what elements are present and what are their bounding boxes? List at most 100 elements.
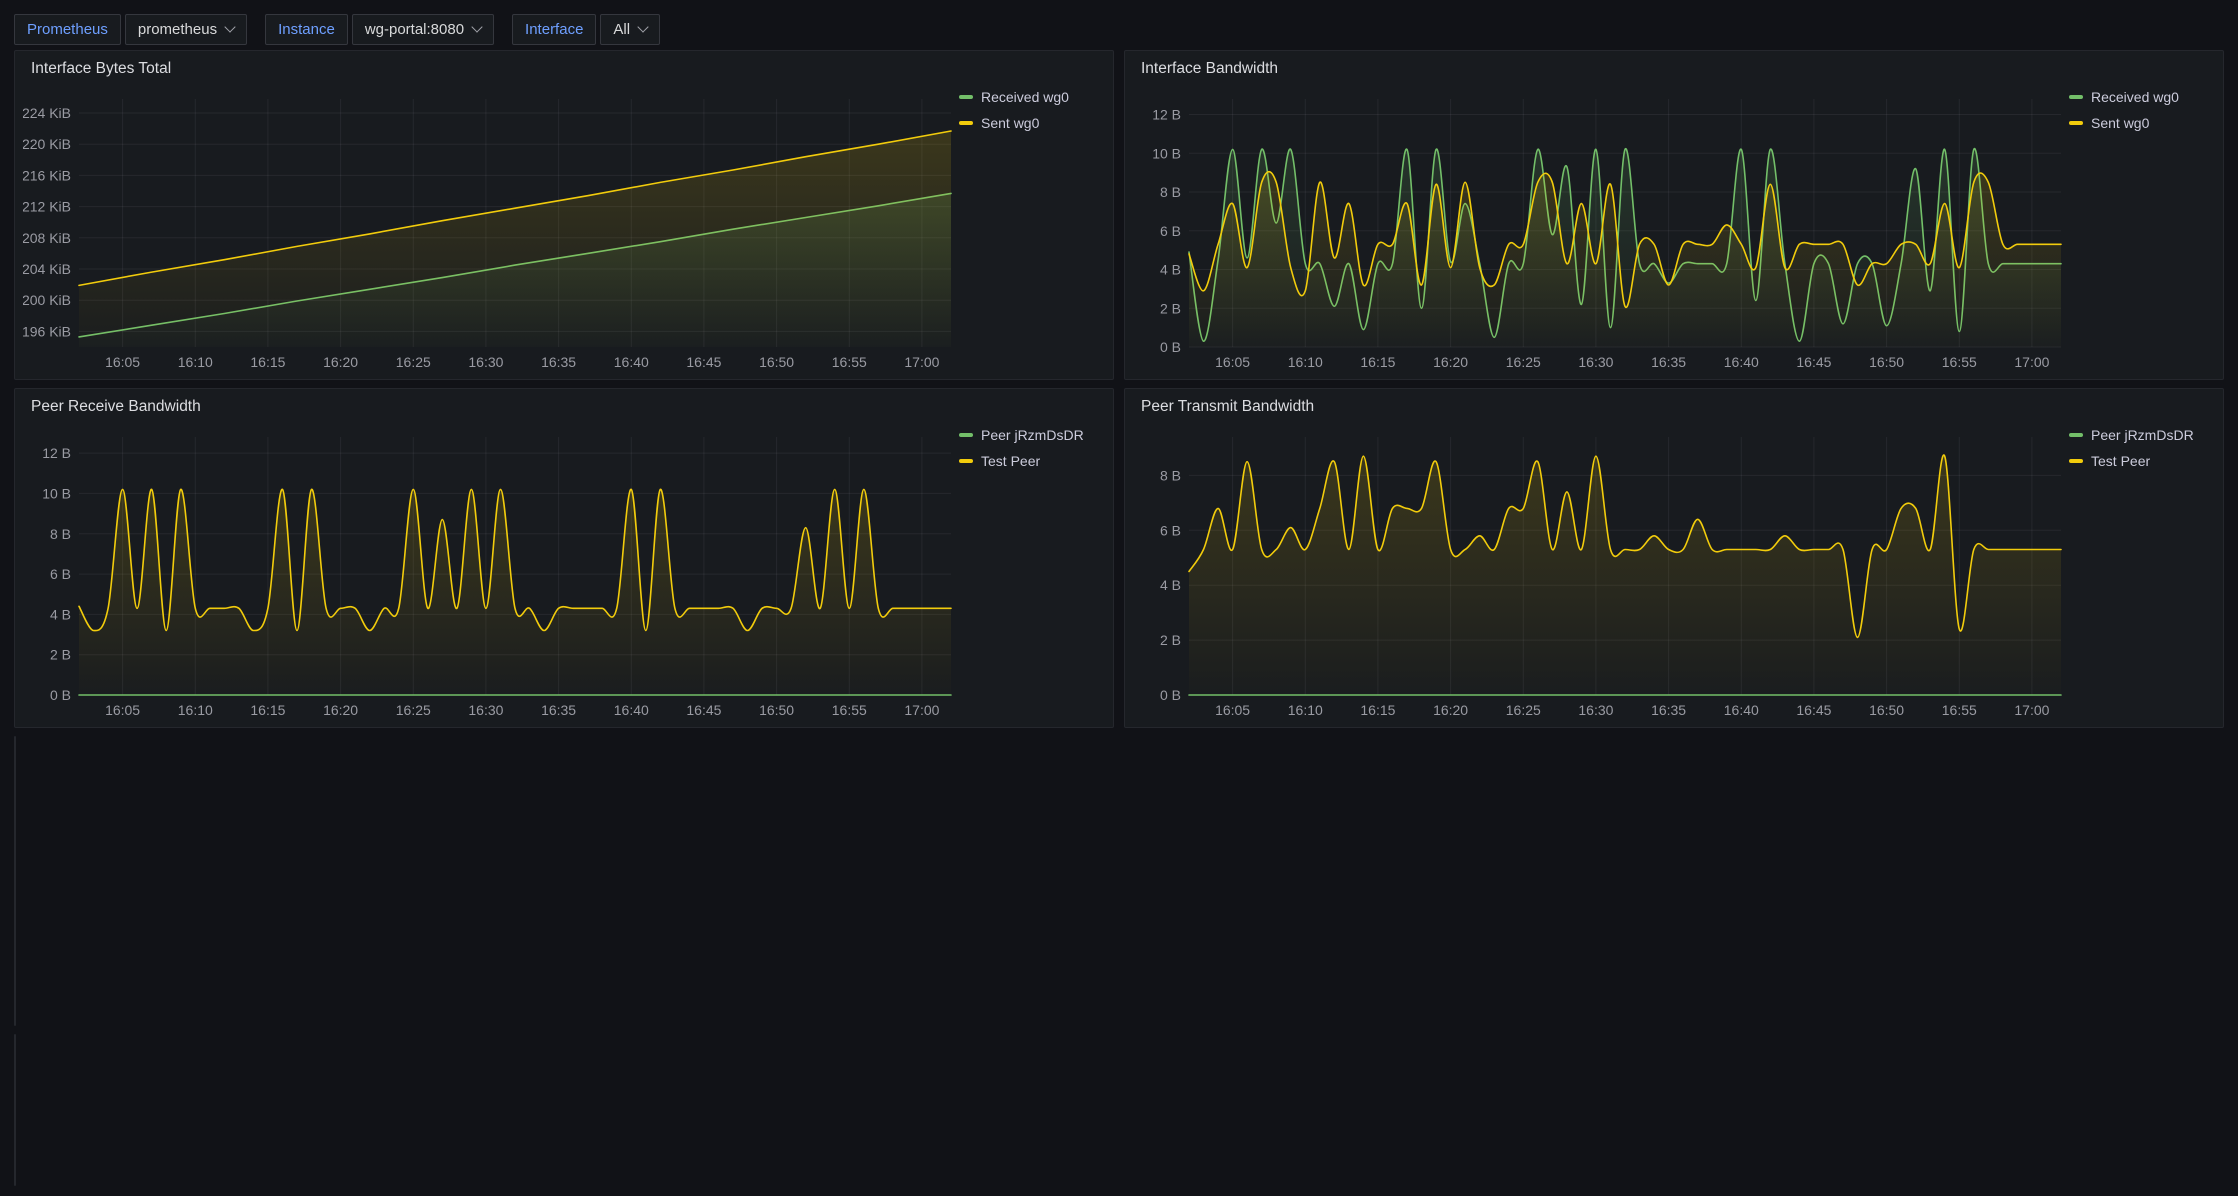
legend-series-swatch [2069,121,2083,125]
chart-canvas: 0 B 2 B 4 B 6 B 8 B 10 B 12 B 16:05 16:10 16:15 16… [42,437,952,718]
svg-text:212 KiB: 212 KiB [23,199,71,215]
legend-item-sent-wg0[interactable]: Sent wg0 [2069,115,2211,131]
dashboard-row-1: Interface Bytes Total Received wg0 Sent w… [14,50,2224,380]
svg-text:16:55: 16:55 [1942,702,1977,718]
svg-text:4 B: 4 B [50,606,71,622]
panel-interface-bandwidth: Interface Bandwidth Received wg0 Sent wg0… [1124,50,2224,380]
legend: Received wg0 Sent wg0 [2069,89,2211,131]
svg-text:16:30: 16:30 [468,702,503,718]
svg-text:16:55: 16:55 [1942,354,1977,370]
variable-instance: Instance wg-portal:8080 [265,13,495,45]
panel-interface-bytes-total: Interface Bytes Total Received wg0 Sent w… [14,50,1114,380]
svg-text:0 B: 0 B [1160,339,1181,355]
svg-text:16:50: 16:50 [1869,702,1904,718]
svg-text:16:25: 16:25 [396,702,431,718]
svg-text:16:45: 16:45 [1796,702,1831,718]
svg-text:16:05: 16:05 [105,702,140,718]
svg-text:216 KiB: 216 KiB [23,167,71,183]
svg-text:2 B: 2 B [1160,632,1181,648]
svg-text:16:10: 16:10 [1288,702,1323,718]
dashboard-row-3: Peer Connection History Test PeerPeer jR… [14,736,2224,1026]
svg-text:16:45: 16:45 [1796,354,1831,370]
svg-text:200 KiB: 200 KiB [23,292,71,308]
panel-title[interactable]: Peer Transmit Bandwidth [1141,398,1315,415]
svg-text:17:00: 17:00 [904,354,939,370]
svg-text:16:50: 16:50 [759,354,794,370]
svg-text:196 KiB: 196 KiB [23,323,71,339]
panel-peer-info: Peer Info InterfaceNameIP AddressesPubli… [14,1034,16,1186]
legend-series-swatch [959,459,973,463]
svg-text:16:05: 16:05 [1215,702,1250,718]
svg-text:16:35: 16:35 [1651,354,1686,370]
variable-value-dropdown[interactable]: prometheus [124,13,248,45]
svg-text:16:55: 16:55 [832,702,867,718]
svg-text:16:15: 16:15 [250,354,285,370]
svg-text:16:20: 16:20 [1433,702,1468,718]
legend-series-label: Sent wg0 [981,115,1040,131]
variable-value-dropdown[interactable]: wg-portal:8080 [351,13,495,45]
svg-text:204 KiB: 204 KiB [23,261,71,277]
legend-item-sent-wg0[interactable]: Sent wg0 [959,115,1101,131]
legend-series-label: Received wg0 [981,89,1069,105]
svg-text:16:55: 16:55 [832,354,867,370]
variable-value-text: wg-portal:8080 [364,20,465,38]
legend-item-test-peer[interactable]: Test Peer [959,453,1101,469]
legend-series-label: Sent wg0 [2091,115,2150,131]
panel-title[interactable]: Interface Bytes Total [31,60,172,77]
legend-item-received-wg0[interactable]: Received wg0 [2069,89,2211,105]
svg-text:16:40: 16:40 [1724,702,1759,718]
svg-text:16:40: 16:40 [614,354,649,370]
legend-series-swatch [2069,459,2083,463]
panel-peer-receive-bandwidth: Peer Receive Bandwidth Peer jRzmDsDR Test… [14,388,1114,728]
legend-item-peer-jrzmdsdr[interactable]: Peer jRzmDsDR [959,427,1101,443]
variable-value-text: All [613,20,631,38]
panel-title[interactable]: Peer Receive Bandwidth [31,398,201,415]
svg-text:16:05: 16:05 [105,354,140,370]
svg-text:12 B: 12 B [1152,107,1181,123]
variable-label: Prometheus [14,13,121,45]
svg-text:12 B: 12 B [42,445,71,461]
svg-text:16:25: 16:25 [396,354,431,370]
svg-text:0 B: 0 B [1160,687,1181,703]
legend-item-peer-jrzmdsdr[interactable]: Peer jRzmDsDR [2069,427,2211,443]
svg-text:4 B: 4 B [1160,577,1181,593]
time-series-chart: 0 B 2 B 4 B 6 B 8 B 16:05 16:10 16:15 16:20 16:25… [1133,423,2065,721]
svg-text:16:20: 16:20 [323,354,358,370]
svg-text:16:05: 16:05 [1215,354,1250,370]
svg-text:16:30: 16:30 [1578,354,1613,370]
legend: Peer jRzmDsDR Test Peer [2069,427,2211,469]
legend-series-label: Test Peer [981,453,1041,469]
svg-text:16:50: 16:50 [1869,354,1904,370]
legend: Peer jRzmDsDR Test Peer [959,427,1101,469]
chevron-down-icon [637,21,649,33]
svg-text:16:35: 16:35 [1651,702,1686,718]
legend-series-label: Test Peer [2091,453,2151,469]
svg-text:8 B: 8 B [1160,467,1181,483]
legend-series-swatch [959,95,973,99]
svg-text:16:45: 16:45 [686,354,721,370]
legend-series-swatch [959,433,973,437]
svg-text:16:30: 16:30 [1578,702,1613,718]
dashboard-row-4: Peer Info InterfaceNameIP AddressesPubli… [14,1034,2224,1186]
svg-text:16:20: 16:20 [1433,354,1468,370]
svg-text:0 B: 0 B [50,687,71,703]
legend-item-test-peer[interactable]: Test Peer [2069,453,2211,469]
svg-text:16:10: 16:10 [178,702,213,718]
svg-text:17:00: 17:00 [2014,354,2049,370]
svg-text:16:45: 16:45 [686,702,721,718]
legend-item-received-wg0[interactable]: Received wg0 [959,89,1101,105]
svg-text:16:15: 16:15 [1360,702,1395,718]
svg-text:16:40: 16:40 [1724,354,1759,370]
legend-series-swatch [959,121,973,125]
panel-peer-transmit-bandwidth: Peer Transmit Bandwidth Peer jRzmDsDR Tes… [1124,388,2224,728]
variable-value-text: prometheus [137,20,218,38]
svg-text:16:10: 16:10 [178,354,213,370]
panel-title[interactable]: Interface Bandwidth [1141,60,1279,77]
variables-toolbar: Prometheus prometheus Instance wg-portal:80… [14,8,2224,50]
chart-canvas: 0 B 2 B 4 B 6 B 8 B 10 B 12 B 16:05 16:10 16:15 16… [1152,99,2062,370]
variable-value-dropdown[interactable]: All [600,13,661,45]
chart-canvas: 0 B 2 B 4 B 6 B 8 B 16:05 16:10 16:15 16:20 16:25… [1160,437,2062,718]
svg-text:2 B: 2 B [50,647,71,663]
svg-text:224 KiB: 224 KiB [23,105,71,121]
